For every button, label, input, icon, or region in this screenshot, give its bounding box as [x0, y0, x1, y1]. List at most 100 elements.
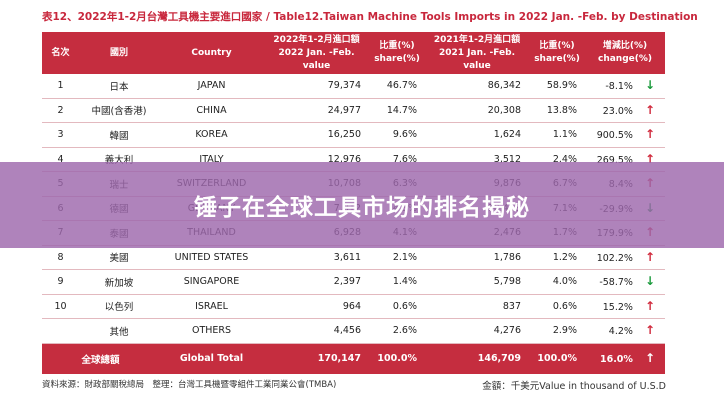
- table-row: 10 以色列 ISRAEL 964 0.6% 837 0.6% 15.2% ↑: [42, 294, 665, 319]
- change-cell: 16.0% ↑: [585, 343, 665, 374]
- total-value-2021: 146,709: [425, 343, 529, 374]
- total-share-2021: 100.0%: [529, 343, 585, 374]
- header-country-zh: 國別: [79, 32, 159, 74]
- rank-cell: 1: [42, 74, 79, 99]
- arrow-down-icon: ↓: [644, 78, 655, 93]
- total-label-zh: 全球總額: [42, 343, 159, 374]
- header-country: Country: [159, 32, 264, 74]
- value-2021-cell: 86,342: [425, 74, 529, 99]
- header-change: 增減比(%) change(%): [585, 32, 665, 74]
- header-share-2022: 比重(%) share(%): [369, 32, 425, 74]
- rank-cell: 8: [42, 245, 79, 270]
- change-value: -58.7%: [599, 277, 633, 289]
- arrow-up-icon: ↑: [644, 323, 655, 338]
- value-2022-cell: 964: [264, 294, 369, 319]
- arrow-down-icon: ↓: [644, 274, 655, 289]
- share-2022-cell: 1.4%: [369, 269, 425, 295]
- table-row: 3 韓國 KOREA 16,250 9.6% 1,624 1.1% 900.5% ↑: [42, 122, 665, 148]
- value-2022-cell: 79,374: [264, 74, 369, 99]
- arrow-up-icon: ↑: [644, 249, 655, 264]
- change-value: 16.0%: [599, 354, 633, 365]
- country-cell: OTHERS: [159, 318, 264, 344]
- change-value: 900.5%: [596, 130, 633, 142]
- value-2022-cell: 24,977: [264, 98, 369, 123]
- unit-note: 金額：千美元Value in thousand of U.S.D: [482, 381, 666, 392]
- value-2022-cell: 3,611: [264, 245, 369, 270]
- country-zh-cell: 以色列: [79, 294, 159, 319]
- share-2021-cell: 2.9%: [529, 318, 585, 344]
- source-note: 資料來源：財政部關稅總局 整理：台灣工具機暨零組件工業同業公會(TMBA): [42, 380, 337, 390]
- share-2022-cell: 2.6%: [369, 318, 425, 344]
- change-cell: 102.2% ↑: [585, 245, 665, 270]
- total-row: 全球總額 Global Total 170,147 100.0% 146,709 100.…: [42, 343, 665, 374]
- arrow-up-icon: ↑: [644, 102, 655, 117]
- header-value-2021: 2021年1-2月進口額 2021 Jan. -Feb. value: [425, 32, 529, 74]
- country-zh-cell: 日本: [79, 74, 159, 99]
- share-2022-cell: 46.7%: [369, 74, 425, 99]
- change-value: 23.0%: [602, 105, 633, 117]
- rank-cell: 10: [42, 294, 79, 319]
- rank-cell: 3: [42, 122, 79, 148]
- country-zh-cell: 美國: [79, 245, 159, 270]
- country-cell: ISRAEL: [159, 294, 264, 319]
- country-cell: KOREA: [159, 122, 264, 148]
- header-value-2022: 2022年1-2月進口額 2022 Jan. -Feb. value: [264, 32, 369, 74]
- share-2022-cell: 9.6%: [369, 122, 425, 148]
- change-cell: -58.7% ↓: [585, 269, 665, 295]
- country-zh-cell: 其他: [79, 318, 159, 344]
- title-banner-overlay: 锤子在全球工具市场的排名揭秘: [0, 162, 724, 248]
- share-2021-cell: 0.6%: [529, 294, 585, 319]
- share-2022-cell: 2.1%: [369, 245, 425, 270]
- change-cell: 15.2% ↑: [585, 294, 665, 319]
- share-2022-cell: 14.7%: [369, 98, 425, 123]
- arrow-up-icon: ↑: [644, 351, 655, 365]
- change-value: 269.5%: [596, 154, 633, 166]
- rank-cell: 9: [42, 269, 79, 295]
- table-row: 2 中國(含香港) CHINA 24,977 14.7% 20,308 13.8% 23.0%…: [42, 98, 665, 123]
- table-title: 表12、2022年1-2月台灣工具機主要進口國家 / Table12.Taiwa…: [42, 11, 698, 23]
- change-value: -8.1%: [605, 81, 633, 93]
- country-cell: CHINA: [159, 98, 264, 123]
- table-row: 1 日本 JAPAN 79,374 46.7% 86,342 58.9% -8.1% ↓: [42, 74, 665, 99]
- value-2022-cell: 2,397: [264, 269, 369, 295]
- table-row: 其他 OTHERS 4,456 2.6% 4,276 2.9% 4.2% ↑: [42, 318, 665, 344]
- country-cell: SINGAPORE: [159, 269, 264, 295]
- country-cell: UNITED STATES: [159, 245, 264, 270]
- value-2021-cell: 20,308: [425, 98, 529, 123]
- change-cell: -8.1% ↓: [585, 74, 665, 99]
- footer: 資料來源：財政部關稅總局 整理：台灣工具機暨零組件工業同業公會(TMBA) 金額…: [42, 378, 666, 392]
- share-2021-cell: 1.1%: [529, 122, 585, 148]
- share-2021-cell: 58.9%: [529, 74, 585, 99]
- value-2021-cell: 1,624: [425, 122, 529, 148]
- change-cell: 23.0% ↑: [585, 98, 665, 123]
- change-cell: 900.5% ↑: [585, 122, 665, 148]
- rank-cell: [42, 318, 79, 344]
- arrow-up-icon: ↑: [644, 151, 655, 166]
- header-share-2021: 比重(%) share(%): [529, 32, 585, 74]
- table-header-row: 名次 國別 Country 2022年1-2月進口額 2022 Jan. -Feb…: [42, 32, 665, 74]
- share-2021-cell: 4.0%: [529, 269, 585, 295]
- share-2021-cell: 13.8%: [529, 98, 585, 123]
- arrow-up-icon: ↑: [644, 298, 655, 313]
- arrow-up-icon: ↑: [644, 127, 655, 142]
- change-cell: 4.2% ↑: [585, 318, 665, 344]
- value-2022-cell: 16,250: [264, 122, 369, 148]
- share-2021-cell: 1.2%: [529, 245, 585, 270]
- table-row: 9 新加坡 SINGAPORE 2,397 1.4% 5,798 4.0% -58.7% ↓: [42, 269, 665, 295]
- rank-cell: 2: [42, 98, 79, 123]
- country-cell: JAPAN: [159, 74, 264, 99]
- value-2021-cell: 4,276: [425, 318, 529, 344]
- change-value: 15.2%: [602, 301, 633, 313]
- share-2022-cell: 0.6%: [369, 294, 425, 319]
- country-zh-cell: 中國(含香港): [79, 98, 159, 123]
- country-zh-cell: 新加坡: [79, 269, 159, 295]
- value-2021-cell: 837: [425, 294, 529, 319]
- value-2022-cell: 4,456: [264, 318, 369, 344]
- banner-title: 锤子在全球工具市场的排名揭秘: [194, 195, 530, 221]
- header-rank: 名次: [42, 32, 79, 74]
- value-2021-cell: 1,786: [425, 245, 529, 270]
- total-share-2022: 100.0%: [369, 343, 425, 374]
- value-2021-cell: 5,798: [425, 269, 529, 295]
- table-row: 8 美國 UNITED STATES 3,611 2.1% 1,786 1.2% 102.2%…: [42, 245, 665, 270]
- total-value-2022: 170,147: [264, 343, 369, 374]
